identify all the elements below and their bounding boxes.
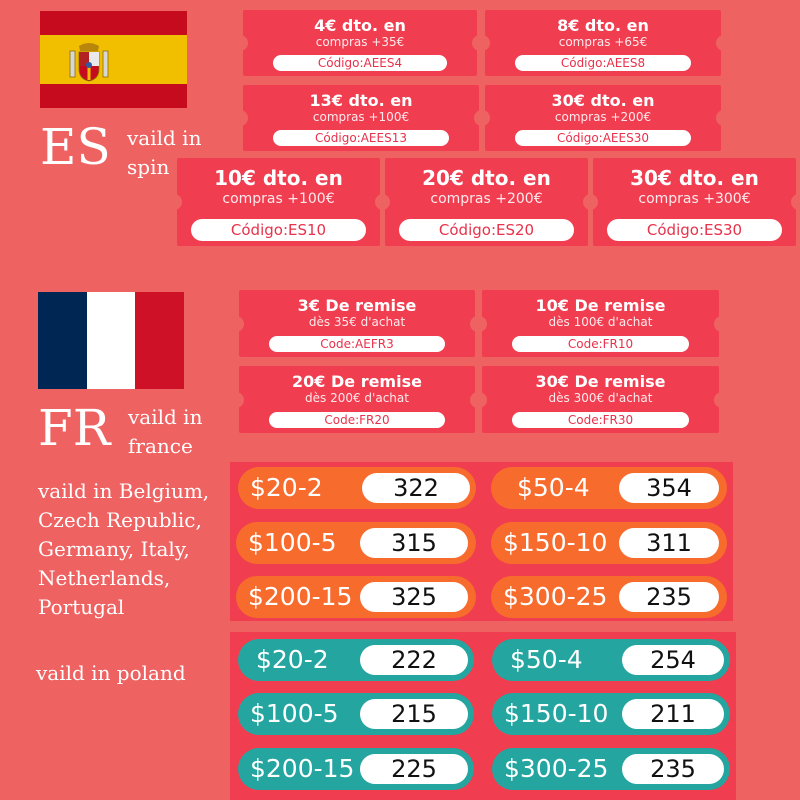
coupon-es-es30[interactable]: 30€ dto. en compras +300€ Código:ES30: [593, 158, 796, 246]
coupon-fr-fr20[interactable]: 20€ De remise dès 200€ d'achat Code:FR20: [239, 366, 475, 433]
code-pill[interactable]: $20-2 222: [238, 639, 474, 681]
pill-range: $50-4: [517, 473, 590, 502]
coupon-title: 13€ dto. en: [309, 91, 413, 110]
code-pill[interactable]: $200-15 325: [236, 576, 476, 618]
coupon-title: 8€ dto. en: [557, 16, 649, 35]
coupon-subtitle: dès 35€ d'achat: [308, 315, 406, 329]
europe-valid-text: vaild in Belgium, Czech Republic, German…: [38, 479, 210, 619]
code-pill[interactable]: $100-5 215: [238, 693, 474, 735]
coupon-es-aees8[interactable]: 8€ dto. en compras +65€ Código:AEES8: [485, 10, 721, 76]
coupon-es-es20[interactable]: 20€ dto. en compras +200€ Código:ES20: [385, 158, 588, 246]
poland-code-panel: $20-2 222 $50-4 254 $100-5 215 $150-10 2…: [230, 632, 736, 800]
coupon-code[interactable]: Código:AEES8: [515, 55, 691, 71]
coupon-subtitle: compras +300€: [638, 191, 751, 207]
pill-range: $200-15: [250, 754, 355, 783]
pill-code[interactable]: 211: [622, 699, 724, 729]
coupon-code[interactable]: Código:ES20: [399, 219, 574, 241]
coupon-subtitle: dès 300€ d'achat: [548, 391, 653, 405]
coupon-title: 30€ dto. en: [630, 166, 759, 190]
pill-range: $20-2: [256, 645, 329, 674]
pill-code[interactable]: 354: [619, 473, 719, 503]
coupon-code[interactable]: Code:FR10: [512, 336, 689, 352]
pill-range: $20-2: [250, 473, 323, 502]
code-pill[interactable]: $100-5 315: [236, 522, 476, 564]
coupon-title: 30€ dto. en: [551, 91, 655, 110]
coupon-title: 4€ dto. en: [314, 16, 406, 35]
code-pill[interactable]: $150-10 211: [492, 693, 730, 735]
coupon-code[interactable]: Code:AEFR3: [269, 336, 445, 352]
coupon-subtitle: dès 100€ d'achat: [548, 315, 653, 329]
france-country-code: FR: [38, 399, 111, 457]
coupon-code[interactable]: Código:AEES30: [515, 130, 691, 146]
coupon-subtitle: compras +200€: [430, 191, 543, 207]
pill-code[interactable]: 322: [362, 473, 470, 503]
code-pill[interactable]: $150-10 311: [491, 522, 727, 564]
coupon-subtitle: compras +100€: [312, 110, 410, 124]
coupon-title: 20€ dto. en: [422, 166, 551, 190]
coupon-subtitle: compras +65€: [558, 35, 648, 49]
pill-range: $200-15: [248, 582, 353, 611]
coupon-subtitle: compras +35€: [315, 35, 405, 49]
coupon-es-aees30[interactable]: 30€ dto. en compras +200€ Código:AEES30: [485, 85, 721, 151]
spain-country-code: ES: [40, 118, 111, 176]
coupon-code[interactable]: Código:ES10: [191, 219, 366, 241]
coupon-title: 3€ De remise: [297, 296, 417, 315]
pill-code[interactable]: 235: [622, 754, 724, 784]
coupon-fr-fr30[interactable]: 30€ De remise dès 300€ d'achat Code:FR30: [482, 366, 719, 433]
coupon-title: 20€ De remise: [292, 372, 422, 391]
coupon-title: 30€ De remise: [535, 372, 666, 391]
pill-range: $300-25: [503, 582, 608, 611]
pill-code[interactable]: 325: [360, 582, 468, 612]
pill-range: $50-4: [510, 645, 583, 674]
coupon-subtitle: compras +100€: [222, 191, 335, 207]
pill-range: $150-10: [503, 528, 608, 557]
coupon-code[interactable]: Código:ES30: [607, 219, 782, 241]
coupon-subtitle: dès 200€ d'achat: [305, 391, 409, 405]
pill-code[interactable]: 315: [360, 528, 468, 558]
code-pill[interactable]: $20-2 322: [238, 467, 476, 509]
pill-code[interactable]: 222: [360, 645, 468, 675]
coupon-es-es10[interactable]: 10€ dto. en compras +100€ Código:ES10: [177, 158, 380, 246]
coupon-title: 10€ dto. en: [214, 166, 343, 190]
pill-range: $300-25: [504, 754, 609, 783]
code-pill[interactable]: $50-4 354: [491, 467, 727, 509]
pill-range: $100-5: [250, 699, 339, 728]
pill-code[interactable]: 215: [360, 699, 468, 729]
code-pill[interactable]: $300-25 235: [491, 576, 727, 618]
pill-code[interactable]: 311: [619, 528, 719, 558]
coupon-fr-aefr3[interactable]: 3€ De remise dès 35€ d'achat Code:AEFR3: [239, 290, 475, 357]
pill-range: $150-10: [504, 699, 609, 728]
spain-valid-text: vaild in spin: [127, 126, 202, 179]
code-pill[interactable]: $300-25 235: [492, 748, 730, 790]
france-valid-text: vaild in france: [128, 405, 203, 458]
pill-code[interactable]: 254: [622, 645, 724, 675]
pill-code[interactable]: 235: [619, 582, 719, 612]
code-pill[interactable]: $200-15 225: [238, 748, 474, 790]
coupon-code[interactable]: Code:FR20: [269, 412, 445, 428]
coupon-fr-fr10[interactable]: 10€ De remise dès 100€ d'achat Code:FR10: [482, 290, 719, 357]
coupon-code[interactable]: Código:AEES4: [273, 55, 447, 71]
pill-range: $100-5: [248, 528, 337, 557]
coupon-subtitle: compras +200€: [554, 110, 652, 124]
code-pill[interactable]: $50-4 254: [492, 639, 730, 681]
coupon-es-aees4[interactable]: 4€ dto. en compras +35€ Código:AEES4: [243, 10, 477, 76]
france-flag-icon: [38, 292, 184, 389]
spain-flag-icon: [40, 11, 187, 108]
coupon-code[interactable]: Código:AEES13: [273, 130, 449, 146]
europe-code-panel: $20-2 322 $50-4 354 $100-5 315 $150-10 3…: [230, 462, 733, 621]
poland-valid-text: vaild in poland: [36, 661, 186, 685]
coupon-code[interactable]: Code:FR30: [512, 412, 689, 428]
coupon-es-aees13[interactable]: 13€ dto. en compras +100€ Código:AEES13: [243, 85, 479, 151]
coupon-title: 10€ De remise: [535, 296, 666, 315]
pill-code[interactable]: 225: [360, 754, 468, 784]
spain-coat-of-arms-icon: [69, 43, 109, 82]
